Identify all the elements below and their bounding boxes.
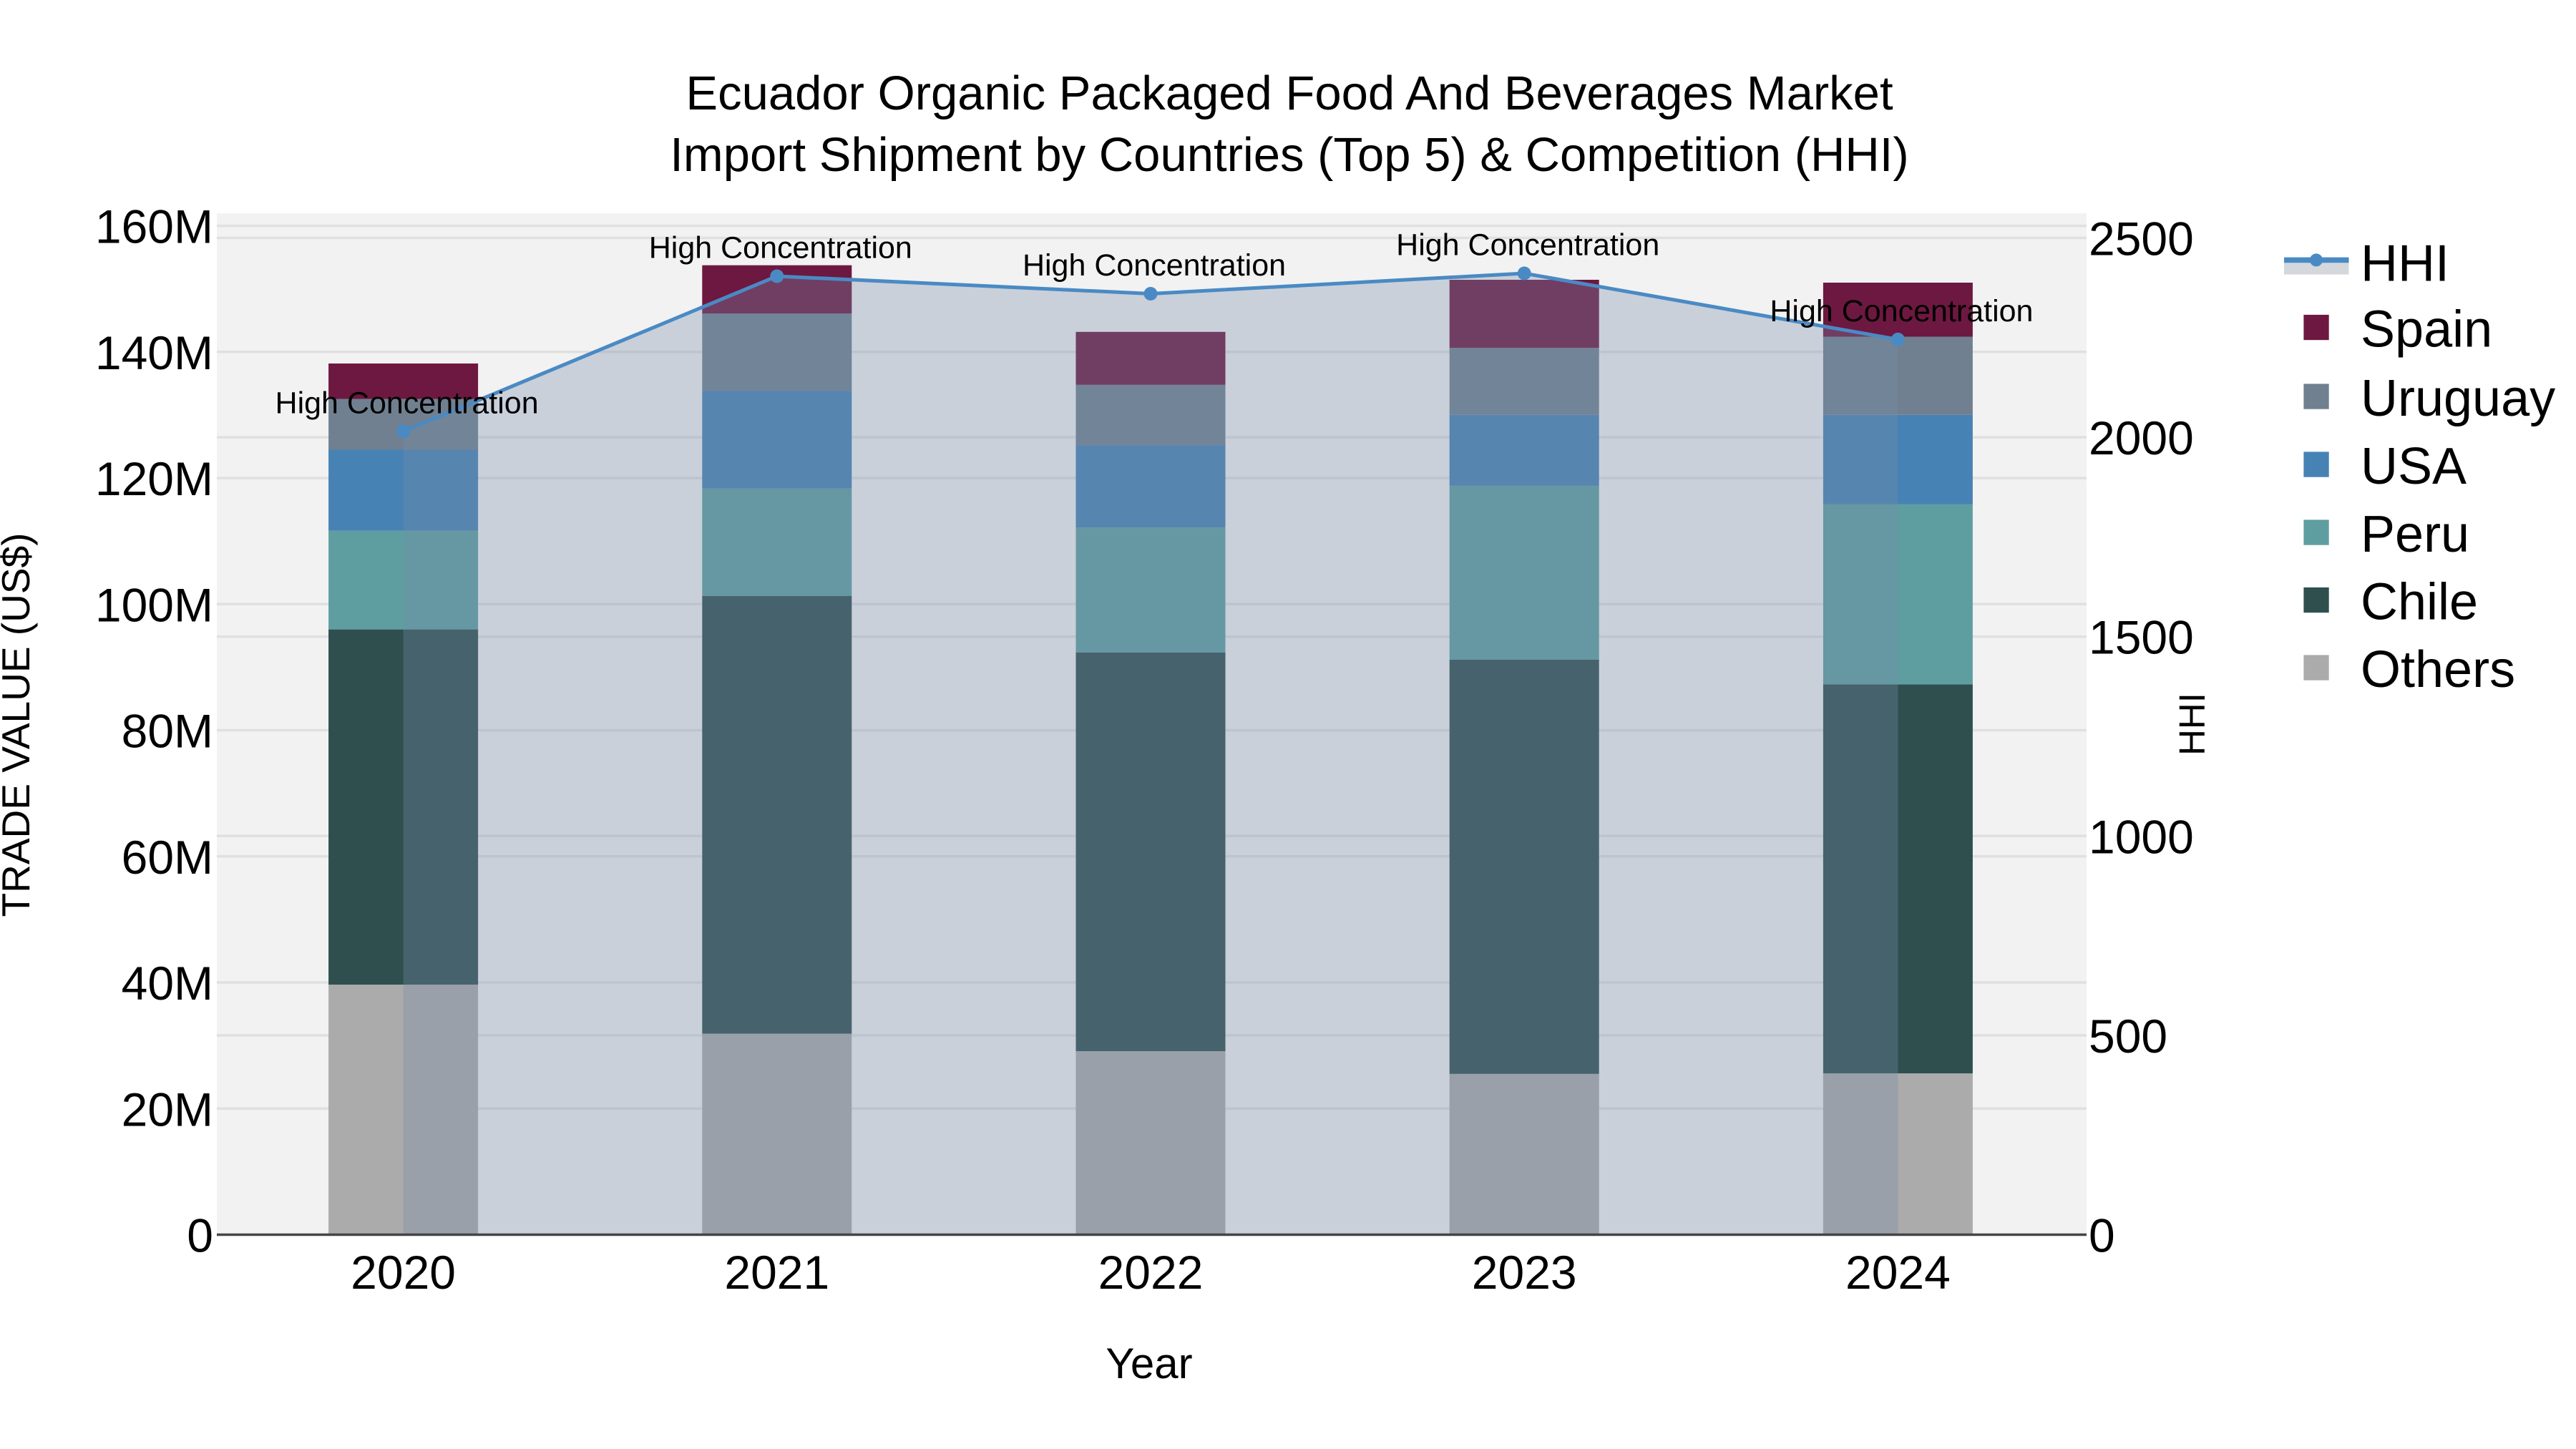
svg-text:Year: Year	[1106, 1340, 1192, 1387]
svg-text:High Concentration: High Concentration	[1396, 228, 1659, 263]
svg-text:USA: USA	[2361, 438, 2467, 495]
svg-text:Spain: Spain	[2361, 301, 2492, 358]
svg-text:Chile: Chile	[2361, 574, 2478, 631]
svg-text:120M: 120M	[95, 452, 213, 505]
svg-text:High Concentration: High Concentration	[649, 231, 912, 265]
svg-text:2000: 2000	[2089, 411, 2194, 464]
svg-text:2021: 2021	[724, 1246, 829, 1299]
svg-text:100M: 100M	[95, 578, 213, 631]
svg-text:20M: 20M	[122, 1083, 213, 1136]
svg-text:Uruguay: Uruguay	[2361, 370, 2555, 427]
svg-text:60M: 60M	[122, 831, 213, 884]
svg-text:80M: 80M	[122, 705, 213, 758]
svg-text:0: 0	[187, 1209, 213, 1262]
svg-text:Import Shipment by Countries (: Import Shipment by Countries (Top 5) & C…	[670, 128, 1908, 182]
svg-text:160M: 160M	[95, 200, 213, 253]
svg-text:High Concentration: High Concentration	[1770, 294, 2033, 328]
svg-text:Ecuador Organic Packaged Food: Ecuador Organic Packaged Food And Bevera…	[686, 67, 1893, 120]
svg-text:2020: 2020	[351, 1246, 456, 1299]
svg-text:HHI: HHI	[2361, 235, 2449, 293]
svg-text:2500: 2500	[2089, 213, 2194, 265]
svg-text:40M: 40M	[122, 957, 213, 1010]
svg-text:500: 500	[2089, 1010, 2167, 1063]
svg-text:Others: Others	[2361, 641, 2515, 698]
svg-text:0: 0	[2089, 1209, 2115, 1262]
svg-text:High Concentration: High Concentration	[275, 386, 539, 421]
svg-text:Peru: Peru	[2361, 506, 2469, 563]
svg-text:1500: 1500	[2089, 611, 2194, 664]
svg-text:HHI: HHI	[2172, 693, 2212, 756]
svg-text:TRADE VALUE (US$): TRADE VALUE (US$)	[0, 533, 38, 917]
svg-text:2023: 2023	[1472, 1246, 1577, 1299]
svg-text:2022: 2022	[1098, 1246, 1204, 1299]
svg-text:1000: 1000	[2089, 810, 2194, 863]
svg-text:High Concentration: High Concentration	[1023, 248, 1286, 283]
svg-text:2024: 2024	[1845, 1246, 1951, 1299]
svg-text:140M: 140M	[95, 326, 213, 379]
